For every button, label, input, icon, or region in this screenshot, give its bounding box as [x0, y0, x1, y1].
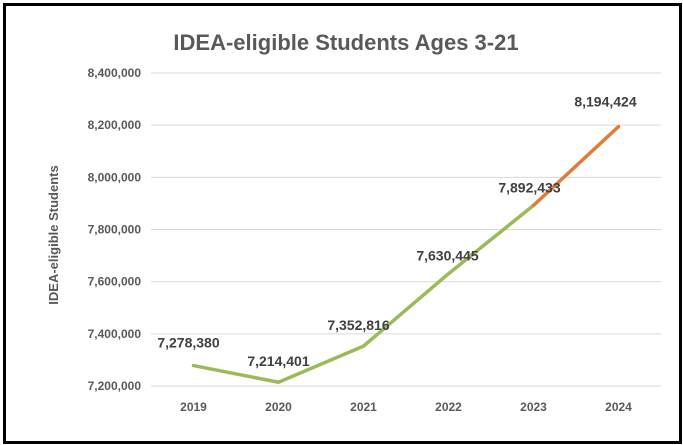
y-tick-label: 8,400,000 [88, 66, 142, 80]
x-axis-ticks: 2019 2020 2021 2022 2023 2024 [180, 400, 632, 414]
y-tick-label: 7,200,000 [88, 379, 142, 393]
x-tick-label: 2023 [520, 400, 547, 414]
series-lines [191, 124, 621, 384]
data-label: 7,352,816 [327, 317, 389, 333]
y-axis-label: IDEA-eligible Students [46, 165, 61, 304]
data-label: 8,194,424 [574, 94, 636, 110]
data-label: 7,892,433 [498, 179, 560, 195]
x-tick-label: 2021 [350, 400, 377, 414]
y-tick-label: 7,800,000 [88, 223, 142, 237]
line-chart: IDEA-eligible Students Ages 3-21 IDEA-el… [46, 30, 661, 414]
y-tick-label: 8,000,000 [88, 170, 142, 184]
chart-title: IDEA-eligible Students Ages 3-21 [173, 30, 518, 55]
data-label: 7,214,401 [247, 353, 309, 369]
y-tick-label: 8,200,000 [88, 118, 142, 132]
x-tick-label: 2020 [265, 400, 292, 414]
data-label: 7,278,380 [157, 335, 219, 351]
x-tick-label: 2024 [605, 400, 632, 414]
gridlines [151, 72, 661, 387]
chart-frame: IDEA-eligible Students Ages 3-21 IDEA-el… [3, 3, 682, 444]
data-label: 7,630,445 [416, 248, 478, 264]
series-line-segment [191, 203, 536, 384]
y-axis-ticks: 7,200,000 7,400,000 7,600,000 7,800,000 8,00… [88, 66, 142, 393]
y-tick-label: 7,400,000 [88, 327, 142, 341]
x-tick-label: 2022 [435, 400, 462, 414]
y-tick-label: 7,600,000 [88, 275, 142, 289]
x-tick-label: 2019 [180, 400, 207, 414]
series-line-segment [531, 124, 621, 208]
data-labels: 7,278,380 7,214,401 7,352,816 7,630,445 7,89… [157, 94, 636, 370]
